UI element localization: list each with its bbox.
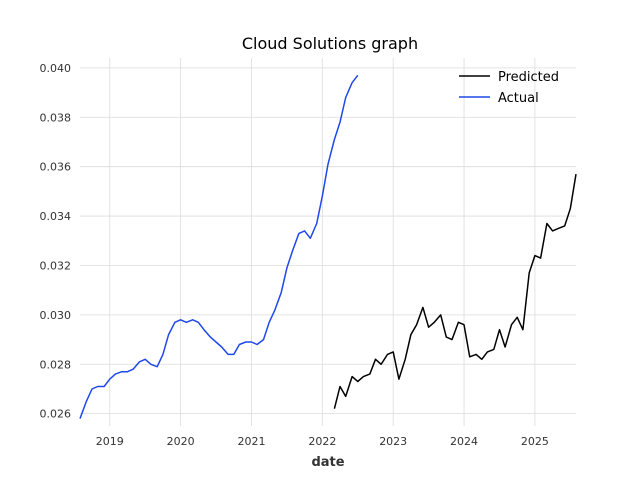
x-tick-label: 2019 — [96, 435, 124, 448]
y-tick-label: 0.030 — [40, 309, 72, 322]
legend-label-predicted: Predicted — [498, 70, 559, 85]
grid — [80, 58, 576, 426]
legend: Predicted Actual — [459, 70, 559, 106]
y-tick-label: 0.038 — [40, 111, 72, 124]
y-tick-label: 0.040 — [40, 62, 72, 75]
x-tick-label: 2020 — [167, 435, 195, 448]
y-tick-label: 0.032 — [40, 259, 72, 272]
x-axis-ticks: 2019 2020 2021 2022 2023 2024 2025 — [96, 435, 549, 448]
legend-label-actual: Actual — [498, 91, 539, 106]
x-tick-label: 2021 — [237, 435, 265, 448]
y-tick-label: 0.028 — [40, 358, 72, 371]
series-lines — [79, 74, 577, 419]
x-axis-label: date — [311, 455, 344, 470]
y-tick-label: 0.036 — [40, 161, 72, 174]
y-tick-label: 0.026 — [40, 408, 72, 421]
series-line-actual — [79, 74, 359, 419]
series-line-predicted — [333, 173, 577, 409]
y-axis-ticks: 0.026 0.028 0.030 0.032 0.034 0.036 0.038 0.040 — [40, 62, 72, 421]
x-tick-label: 2024 — [450, 435, 478, 448]
chart-title: Cloud Solutions graph — [242, 34, 418, 53]
x-tick-label: 2025 — [521, 435, 549, 448]
y-tick-label: 0.034 — [40, 210, 72, 223]
x-tick-label: 2023 — [379, 435, 407, 448]
x-tick-label: 2022 — [308, 435, 336, 448]
